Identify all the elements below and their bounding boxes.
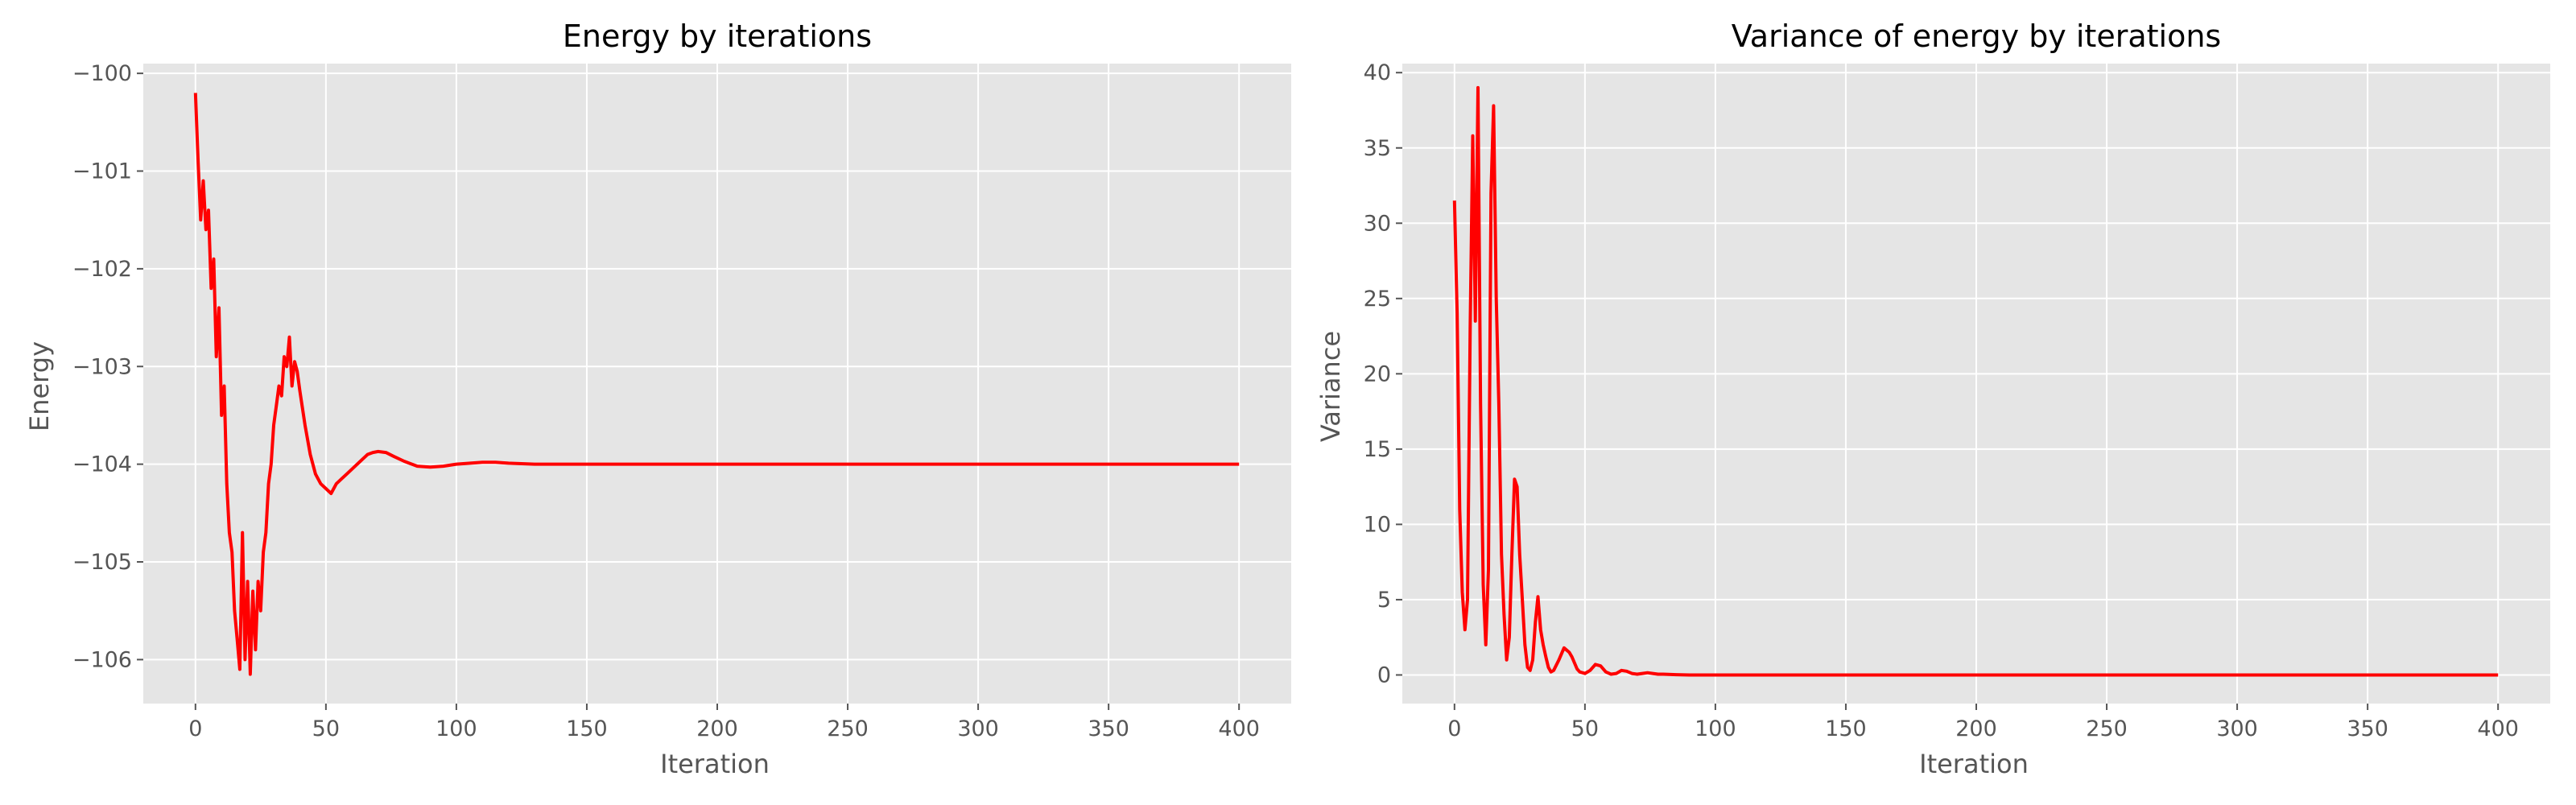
series-energy — [193, 93, 1240, 676]
x-tick-label-energy: 250 — [827, 716, 869, 741]
ticks-energy: 0 50 100 150 200 250 300 350 400 −100 −101 −102 −103… — [72, 61, 1260, 741]
y-tick-label-variance: 5 — [1377, 588, 1391, 613]
y-tick-label-variance: 0 — [1377, 663, 1391, 687]
y-tick-label-energy: −103 — [72, 354, 132, 379]
x-axis-label-energy: Iteration — [660, 749, 770, 779]
x-tick-label-variance: 200 — [1955, 716, 1997, 741]
y-tick-label-energy: −106 — [72, 647, 132, 672]
chart-energy: 0 50 100 150 200 250 300 350 400 −100 −101 −102 −103… — [24, 19, 1291, 779]
y-tick-label-variance: 15 — [1364, 437, 1391, 462]
ticks-variance: 0 50 100 150 200 250 300 350 400 0 5 10 15 20 25 30 35 40 — [1364, 60, 2519, 741]
x-tick-label-variance: 150 — [1825, 716, 1867, 741]
y-tick-label-energy: −100 — [72, 61, 132, 86]
series-variance — [1452, 85, 2499, 677]
chart-title-energy: Energy by iterations — [563, 19, 872, 54]
x-tick-label-variance: 250 — [2086, 716, 2128, 741]
x-tick-label-energy: 200 — [696, 716, 738, 741]
x-tick-label-variance: 400 — [2477, 716, 2519, 741]
y-tick-label-variance: 25 — [1364, 287, 1391, 312]
y-tick-label-energy: −105 — [72, 550, 132, 575]
y-tick-label-variance: 20 — [1364, 361, 1391, 386]
x-tick-label-variance: 0 — [1447, 716, 1461, 741]
series-line-variance-0 — [1452, 85, 2499, 677]
chart-variance: 0 50 100 150 200 250 300 350 400 0 5 10 15 20 25 30 35 40… — [1315, 19, 2550, 779]
x-tick-label-variance: 50 — [1571, 716, 1599, 741]
y-tick-label-energy: −104 — [72, 452, 132, 477]
y-tick-label-energy: −102 — [72, 257, 132, 282]
y-tick-label-variance: 10 — [1364, 512, 1391, 537]
x-tick-label-variance: 350 — [2347, 716, 2388, 741]
x-tick-label-energy: 50 — [312, 716, 340, 741]
chart-title-variance: Variance of energy by iterations — [1732, 19, 2221, 54]
y-tick-label-energy: −101 — [72, 159, 132, 184]
y-axis-label-variance: Variance — [1315, 331, 1346, 442]
x-tick-label-energy: 100 — [436, 716, 477, 741]
x-tick-label-energy: 0 — [188, 716, 202, 741]
y-axis-label-energy: Energy — [24, 341, 55, 431]
y-tick-label-variance: 40 — [1364, 60, 1391, 85]
y-tick-label-variance: 35 — [1364, 136, 1391, 161]
x-tick-label-energy: 350 — [1088, 716, 1129, 741]
x-tick-label-energy: 300 — [957, 716, 999, 741]
y-tick-label-variance: 30 — [1364, 211, 1391, 236]
x-tick-label-energy: 150 — [566, 716, 608, 741]
x-tick-label-variance: 300 — [2216, 716, 2258, 741]
x-tick-label-energy: 400 — [1218, 716, 1260, 741]
x-axis-label-variance: Iteration — [1919, 749, 2029, 779]
series-line-energy-0 — [193, 93, 1240, 676]
x-tick-label-variance: 100 — [1695, 716, 1736, 741]
